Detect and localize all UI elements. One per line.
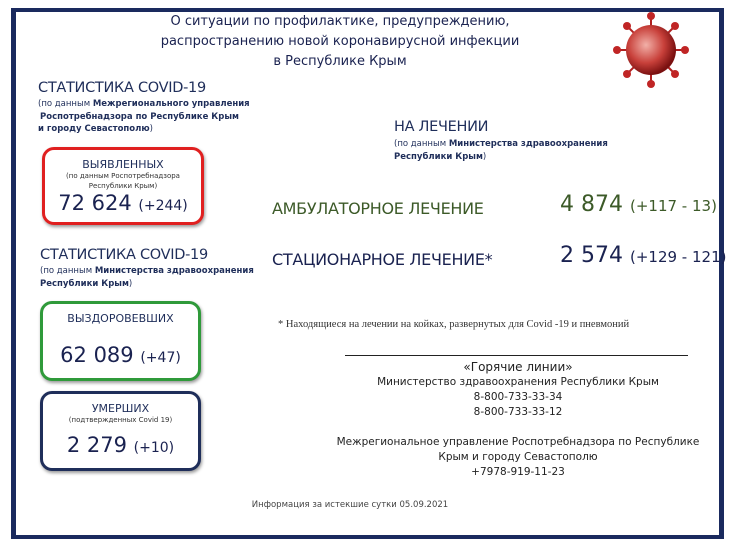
title-line: распространению новой коронавирусной инф… [160, 34, 520, 49]
detected-note: Республики Крым) [88, 182, 158, 190]
treatment-source: (по данным Министерства здравоохранения … [394, 139, 608, 162]
detected-value: 72 624 (+244) [58, 191, 188, 215]
hotline-ministry: Министерство здравоохранения Республики … [377, 376, 659, 388]
frame-border [11, 8, 724, 539]
inpatient-value: 2 574 (+129 - 121) [560, 243, 727, 268]
title-line: О ситуации по профилактике, предупрежден… [170, 14, 510, 29]
deaths-note: (подтвержденных Covid 19) [68, 416, 173, 424]
inpatient-label: СТАЦИОНАРНОЕ ЛЕЧЕНИЕ* [272, 250, 493, 269]
deaths-label: УМЕРШИХ [91, 402, 150, 415]
page-title: О ситуации по профилактике, предупрежден… [120, 12, 560, 72]
hotline-agency: Крым и городу Севастополю [438, 451, 598, 463]
footnote: * Находящиеся на лечении на койках, разв… [278, 319, 630, 330]
coronavirus-icon [613, 12, 689, 88]
divider [345, 355, 688, 356]
hotlines: «Горячие линии» Министерство здравоохран… [330, 360, 706, 480]
recovered-label: ВЫЗДОРОВЕВШИХ [67, 312, 174, 325]
recovered-value: 62 089 (+47) [60, 343, 181, 367]
hotline-phone: +7978-919-11-23 [471, 466, 565, 478]
detected-label: ВЫЯВЛЕННЫХ [82, 158, 164, 171]
stats1-heading: СТАТИСТИКА COVID-19 [38, 80, 206, 96]
stats2-source: (по данным Министерства здравоохранения … [40, 266, 254, 289]
hotline-phone: 8-800-733-33-12 [473, 406, 563, 418]
stats2-heading: СТАТИСТИКА COVID-19 [40, 247, 208, 263]
recovered-card: ВЫЗДОРОВЕВШИХ 62 089 (+47) [40, 301, 201, 381]
detected-card: ВЫЯВЛЕННЫХ (по данным Роспотребнадзора Р… [42, 147, 204, 225]
stats1-source: (по данным Межрегионального управления Р… [38, 99, 250, 134]
hotline-phone: 8-800-733-33-34 [473, 391, 563, 403]
hotline-agency: Межрегиональное управление Роспотребнадз… [336, 436, 700, 448]
treatment-heading: НА ЛЕЧЕНИИ [394, 119, 489, 135]
hotlines-title: «Горячие линии» [463, 360, 573, 374]
detected-note: (по данным Роспотребнадзора [66, 172, 180, 180]
title-line: в Республике Крым [273, 54, 407, 69]
footer-date: Информация за истекшие сутки 05.09.2021 [251, 500, 449, 510]
deaths-card: УМЕРШИХ (подтвержденных Covid 19) 2 279 … [40, 391, 201, 471]
outpatient-value: 4 874 (+117 - 13) [560, 192, 717, 217]
deaths-value: 2 279 (+10) [66, 433, 175, 457]
outpatient-label: АМБУЛАТОРНОЕ ЛЕЧЕНИЕ [272, 199, 484, 218]
